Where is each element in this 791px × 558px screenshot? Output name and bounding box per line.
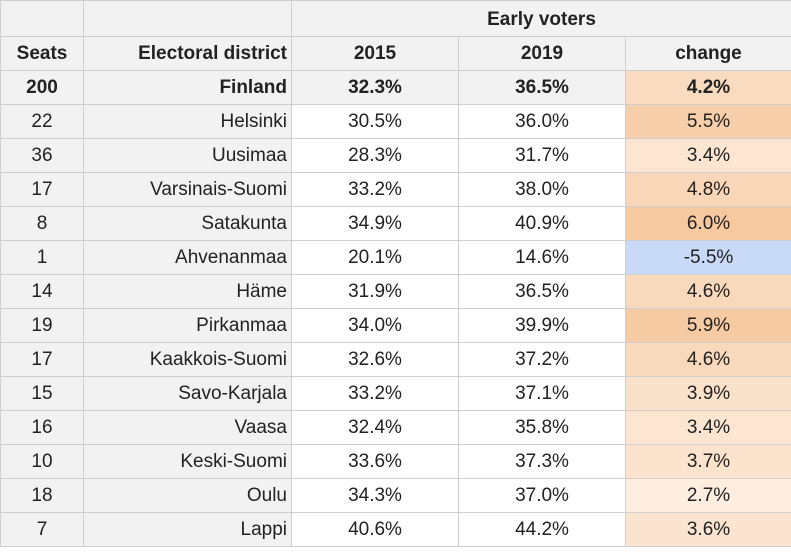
value-2019-cell: 39.9% <box>458 308 626 343</box>
district-cell: Finland <box>83 70 292 105</box>
total-row: 200 Finland 32.3% 36.5% 4.2% <box>0 70 791 105</box>
change-cell: 2.7% <box>624 478 791 513</box>
column-header-row: Seats Electoral district 2015 2019 chang… <box>0 36 791 71</box>
district-cell: Uusimaa <box>83 138 292 173</box>
seats-cell: 14 <box>0 274 84 309</box>
blank-header-cell <box>83 0 292 37</box>
value-2015-cell: 20.1% <box>291 240 459 275</box>
value-2019-cell: 37.2% <box>458 342 626 377</box>
change-cell: 4.2% <box>624 70 791 105</box>
table-row: 36 Uusimaa 28.3% 31.7% 3.4% <box>0 138 791 173</box>
table-row: 1 Ahvenanmaa 20.1% 14.6% -5.5% <box>0 240 791 275</box>
district-cell: Keski-Suomi <box>83 444 292 479</box>
seats-cell: 17 <box>0 342 84 377</box>
table-row: 10 Keski-Suomi 33.6% 37.3% 3.7% <box>0 444 791 479</box>
value-2015-cell: 34.9% <box>291 206 459 241</box>
district-cell: Lappi <box>83 512 292 547</box>
seats-cell: 200 <box>0 70 84 105</box>
value-2015-cell: 33.2% <box>291 376 459 411</box>
district-cell: Savo-Karjala <box>83 376 292 411</box>
table-row: 16 Vaasa 32.4% 35.8% 3.4% <box>0 410 791 445</box>
change-cell: 5.5% <box>624 104 791 139</box>
district-cell: Ahvenanmaa <box>83 240 292 275</box>
value-2019-cell: 37.1% <box>458 376 626 411</box>
seats-cell: 18 <box>0 478 84 513</box>
change-cell: 3.7% <box>624 444 791 479</box>
change-cell: 6.0% <box>624 206 791 241</box>
change-cell: 3.6% <box>624 512 791 547</box>
blank-header-cell <box>0 0 84 37</box>
value-2015-cell: 32.3% <box>291 70 459 105</box>
seats-cell: 36 <box>0 138 84 173</box>
change-cell: 4.8% <box>624 172 791 207</box>
value-2019-cell: 36.0% <box>458 104 626 139</box>
seats-column-header: Seats <box>0 36 84 71</box>
seats-cell: 7 <box>0 512 84 547</box>
district-cell: Helsinki <box>83 104 292 139</box>
seats-cell: 10 <box>0 444 84 479</box>
district-cell: Satakunta <box>83 206 292 241</box>
seats-cell: 1 <box>0 240 84 275</box>
district-cell: Kaakkois-Suomi <box>83 342 292 377</box>
value-2019-cell: 14.6% <box>458 240 626 275</box>
change-cell: 3.9% <box>624 376 791 411</box>
value-2015-cell: 31.9% <box>291 274 459 309</box>
table-row: 22 Helsinki 30.5% 36.0% 5.5% <box>0 104 791 139</box>
year-2015-column-header: 2015 <box>291 36 459 71</box>
value-2019-cell: 38.0% <box>458 172 626 207</box>
value-2019-cell: 31.7% <box>458 138 626 173</box>
change-cell: -5.5% <box>624 240 791 275</box>
value-2019-cell: 44.2% <box>458 512 626 547</box>
seats-cell: 16 <box>0 410 84 445</box>
change-cell: 4.6% <box>624 342 791 377</box>
year-2019-column-header: 2019 <box>458 36 626 71</box>
value-2019-cell: 35.8% <box>458 410 626 445</box>
district-cell: Vaasa <box>83 410 292 445</box>
change-cell: 3.4% <box>624 410 791 445</box>
seats-cell: 15 <box>0 376 84 411</box>
change-cell: 5.9% <box>624 308 791 343</box>
seats-cell: 19 <box>0 308 84 343</box>
value-2019-cell: 36.5% <box>458 274 626 309</box>
change-cell: 4.6% <box>624 274 791 309</box>
value-2019-cell: 40.9% <box>458 206 626 241</box>
district-cell: Varsinais-Suomi <box>83 172 292 207</box>
table-row: 8 Satakunta 34.9% 40.9% 6.0% <box>0 206 791 241</box>
table-row: 7 Lappi 40.6% 44.2% 3.6% <box>0 512 791 547</box>
seats-cell: 22 <box>0 104 84 139</box>
table-row: 14 Häme 31.9% 36.5% 4.6% <box>0 274 791 309</box>
district-cell: Oulu <box>83 478 292 513</box>
value-2015-cell: 40.6% <box>291 512 459 547</box>
seats-cell: 17 <box>0 172 84 207</box>
value-2015-cell: 32.4% <box>291 410 459 445</box>
early-voters-header: Early voters <box>290 0 791 37</box>
table-row: 18 Oulu 34.3% 37.0% 2.7% <box>0 478 791 513</box>
change-column-header: change <box>624 36 791 71</box>
value-2015-cell: 34.0% <box>291 308 459 343</box>
table-row: 19 Pirkanmaa 34.0% 39.9% 5.9% <box>0 308 791 343</box>
district-cell: Häme <box>83 274 292 309</box>
value-2015-cell: 28.3% <box>291 138 459 173</box>
seats-cell: 8 <box>0 206 84 241</box>
table-row: 17 Kaakkois-Suomi 32.6% 37.2% 4.6% <box>0 342 791 377</box>
district-cell: Pirkanmaa <box>83 308 292 343</box>
value-2015-cell: 30.5% <box>291 104 459 139</box>
value-2015-cell: 34.3% <box>291 478 459 513</box>
table-row: 15 Savo-Karjala 33.2% 37.1% 3.9% <box>0 376 791 411</box>
group-header-row: Early voters <box>0 0 791 37</box>
value-2015-cell: 33.2% <box>291 172 459 207</box>
value-2015-cell: 32.6% <box>291 342 459 377</box>
table-row: 17 Varsinais-Suomi 33.2% 38.0% 4.8% <box>0 172 791 207</box>
value-2019-cell: 37.0% <box>458 478 626 513</box>
value-2019-cell: 37.3% <box>458 444 626 479</box>
change-cell: 3.4% <box>624 138 791 173</box>
value-2019-cell: 36.5% <box>458 70 626 105</box>
district-column-header: Electoral district <box>83 36 292 71</box>
value-2015-cell: 33.6% <box>291 444 459 479</box>
